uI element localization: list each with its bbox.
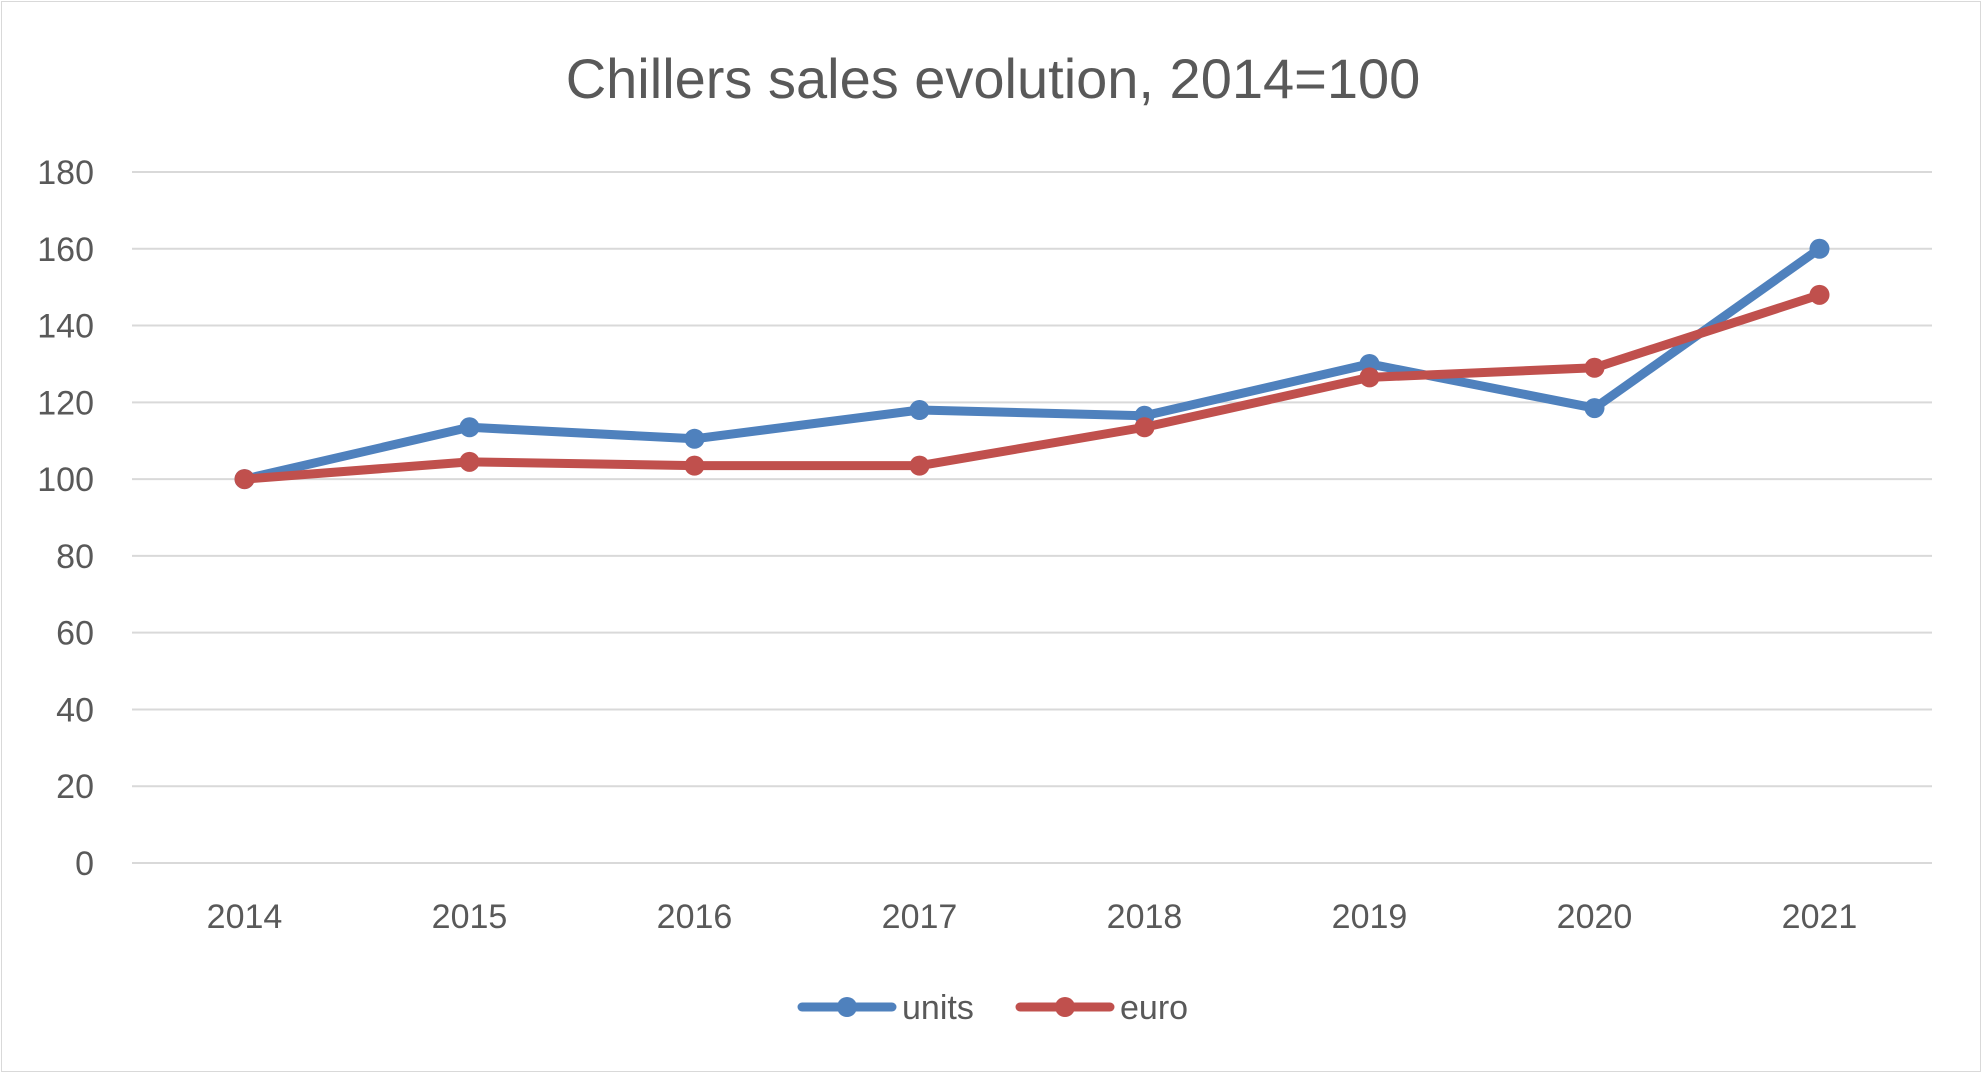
x-tick-label: 2015: [432, 898, 508, 936]
legend-swatch-marker: [1055, 997, 1075, 1017]
y-tick-label: 80: [56, 538, 94, 576]
x-tick-label: 2019: [1332, 898, 1408, 936]
y-tick-label: 140: [37, 308, 94, 346]
x-axis-tick-labels: 2014 2015 2016 2017 2018 2019 2020 2021: [207, 898, 1858, 936]
data-point-units: [909, 400, 930, 421]
y-tick-label: 0: [75, 845, 94, 883]
chart-title: Chillers sales evolution, 2014=100: [566, 47, 1421, 110]
legend-label: units: [902, 989, 974, 1027]
data-point-units: [684, 428, 705, 449]
legend-item-units: units: [797, 989, 974, 1027]
data-point-euro: [1359, 367, 1380, 388]
series-euro: [234, 284, 1830, 490]
y-axis-tick-labels: 0 20 40 60 80 100 120 140 160 180: [37, 154, 94, 883]
legend: units euro: [797, 989, 1188, 1027]
y-tick-label: 20: [56, 768, 94, 806]
x-tick-label: 2014: [207, 898, 283, 936]
y-tick-label: 60: [56, 615, 94, 653]
series-line-euro: [240, 290, 1824, 484]
series-layer: [234, 238, 1830, 490]
legend-item-euro: euro: [1015, 989, 1188, 1027]
x-tick-label: 2021: [1782, 898, 1858, 936]
data-point-units: [459, 417, 480, 438]
data-point-euro: [1584, 357, 1605, 378]
y-tick-label: 100: [37, 461, 94, 499]
x-tick-label: 2020: [1557, 898, 1633, 936]
data-point-euro: [909, 455, 930, 476]
data-point-euro: [1809, 284, 1830, 305]
x-tick-label: 2017: [882, 898, 958, 936]
y-tick-label: 120: [37, 384, 94, 422]
gridlines: [132, 171, 1932, 864]
y-tick-label: 180: [37, 154, 94, 192]
data-point-euro: [1134, 417, 1155, 438]
data-point-euro: [459, 451, 480, 472]
data-point-units: [1809, 238, 1830, 259]
data-point-euro: [684, 455, 705, 476]
x-tick-label: 2016: [657, 898, 733, 936]
y-tick-label: 40: [56, 691, 94, 729]
y-tick-label: 160: [37, 231, 94, 269]
series-line-units: [240, 244, 1824, 484]
legend-swatch-marker: [837, 997, 857, 1017]
x-tick-label: 2018: [1107, 898, 1183, 936]
data-point-units: [1584, 398, 1605, 419]
legend-label: euro: [1120, 989, 1188, 1027]
data-point-euro: [234, 469, 255, 490]
